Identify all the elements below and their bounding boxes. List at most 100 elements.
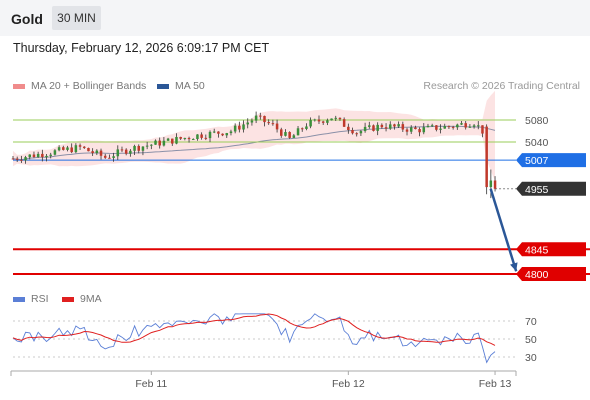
candle-body xyxy=(338,117,342,120)
candle-body xyxy=(342,119,346,127)
candle-body xyxy=(259,115,262,117)
candle-body xyxy=(384,127,388,129)
candle-body xyxy=(426,125,430,128)
candle-body xyxy=(225,133,229,136)
level-tag-4955 xyxy=(516,181,586,196)
candle-body xyxy=(309,120,312,127)
candle-body xyxy=(158,140,161,146)
candle-body xyxy=(456,124,459,128)
candle-body xyxy=(284,132,287,136)
candle-body xyxy=(238,125,241,130)
candle-body xyxy=(196,134,199,140)
candle-body xyxy=(317,119,321,122)
candle-body xyxy=(485,126,488,188)
level-tag-4845 xyxy=(516,242,586,257)
candle-body xyxy=(183,137,187,139)
candle-body xyxy=(120,149,124,151)
legend-ma20: MA 20 + Bollinger Bands xyxy=(13,80,146,92)
candle-body xyxy=(87,147,90,152)
candle-body xyxy=(422,127,426,133)
candle-body xyxy=(124,149,128,154)
candle-body xyxy=(217,131,220,134)
legend-9ma: 9MA xyxy=(62,293,102,305)
legend-ma50: MA 50 xyxy=(157,80,205,92)
legend-ma50-label: MA 50 xyxy=(175,80,205,92)
candle-body xyxy=(162,140,166,146)
candle-body xyxy=(11,158,15,160)
candle-body xyxy=(388,124,392,129)
candle-body xyxy=(250,120,254,123)
candle-body xyxy=(70,147,73,153)
legend-9ma-label: 9MA xyxy=(80,293,102,305)
candle-body xyxy=(334,117,338,119)
candle-body xyxy=(267,122,270,124)
candle-body xyxy=(212,131,216,133)
projection-arrow xyxy=(489,188,518,272)
candle-body xyxy=(472,125,476,127)
candle-body xyxy=(313,119,317,121)
candle-body xyxy=(372,125,375,131)
level-label-5040: 5040 xyxy=(525,137,549,149)
candle-body xyxy=(326,120,329,123)
candle-body xyxy=(409,127,413,132)
candle-body xyxy=(397,124,400,127)
candle-body xyxy=(443,126,446,129)
x-tick-label: Feb 11 xyxy=(135,378,167,390)
bollinger-band xyxy=(13,90,495,182)
candle-body xyxy=(368,125,371,127)
x-tick-label: Feb 12 xyxy=(332,378,365,390)
candle-body xyxy=(133,145,136,151)
candle-body xyxy=(103,155,107,158)
candle-body xyxy=(363,126,367,132)
candle-body xyxy=(15,158,19,160)
candle-body xyxy=(221,133,224,136)
candle-body xyxy=(464,123,467,128)
candle-body xyxy=(166,138,170,141)
level-tag-4800 xyxy=(516,267,586,281)
rsi-tick-70: 70 xyxy=(525,316,537,328)
candle-body xyxy=(179,136,182,139)
candle-body xyxy=(263,115,266,123)
candle-body xyxy=(355,133,358,135)
candle-body xyxy=(321,121,325,123)
candle-body xyxy=(489,180,493,188)
level-label-5080: 5080 xyxy=(525,115,549,127)
legend-rsi-label: RSI xyxy=(31,293,49,305)
candle-body xyxy=(280,129,283,136)
candle-body xyxy=(49,154,52,156)
candle-body xyxy=(296,128,300,136)
timeframe-tab[interactable]: 30 MIN xyxy=(52,6,101,30)
level-label-4845: 4845 xyxy=(525,244,549,256)
candle-body xyxy=(292,135,296,138)
candle-body xyxy=(418,129,421,133)
candle-body xyxy=(24,157,27,161)
candle-body xyxy=(91,151,94,154)
candle-body xyxy=(468,126,472,128)
candle-body xyxy=(129,150,132,154)
ma50-swatch xyxy=(157,83,169,89)
candle-body xyxy=(275,123,279,130)
credit-text: Research © 2026 Trading Central xyxy=(423,80,580,92)
level-label-4800: 4800 xyxy=(525,269,549,281)
projection-arrow-head xyxy=(510,262,518,272)
legend-ma20-label: MA 20 + Bollinger Bands xyxy=(31,80,147,92)
candle-body xyxy=(112,156,115,158)
ma9-swatch xyxy=(62,296,74,302)
candle-body xyxy=(271,123,275,125)
candle-body xyxy=(45,155,48,158)
candle-body xyxy=(83,146,86,148)
instrument-title: Gold xyxy=(11,11,43,27)
candle-body xyxy=(62,147,65,150)
candle-body xyxy=(154,140,157,145)
candle-body xyxy=(447,126,451,128)
candle-body xyxy=(305,126,308,129)
candle-body xyxy=(254,115,258,121)
candle-body xyxy=(32,154,36,158)
candle-body xyxy=(57,147,61,151)
rsi-tick-30: 30 xyxy=(525,352,537,364)
candle-body xyxy=(36,153,40,158)
ma20-swatch xyxy=(13,83,25,89)
candle-body xyxy=(439,128,442,130)
candle-body xyxy=(242,124,245,130)
